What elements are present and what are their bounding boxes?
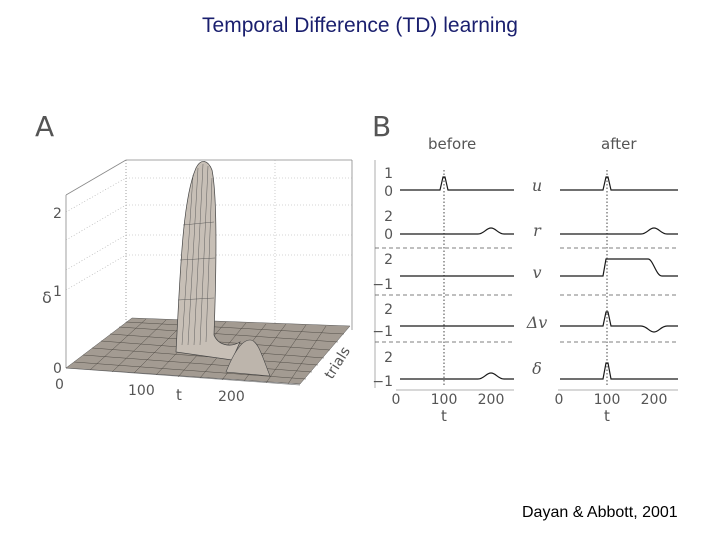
panel-a-spike-mesh [177,163,216,346]
panel-a-surface-mesh [73,318,345,385]
panel-b-before-x-tick: 0 [392,392,401,408]
panel-b-label: B [372,110,391,143]
panel-a-z-tick: 1 [53,284,62,300]
panel-b-column-before: before [428,135,476,153]
panel-a-z-tick: 0 [53,361,62,377]
panel-b-after-x-tick: 0 [555,392,564,408]
panel-b-dv-tick: 2 [384,302,393,318]
panel-b-row-label-dv: Δv [526,313,548,332]
panel-b-after-x-label: t [604,407,610,425]
trace-after-dv [560,311,678,333]
panel-b-after-x-tick: 200 [641,392,668,408]
panel-a-z-tick: 2 [53,206,62,222]
panel-a-label: A [35,110,54,143]
panel-b-dv-tick: −1 [372,324,393,340]
panel-a-z-axis-label: δ [42,288,52,307]
panel-a-bump [225,339,271,377]
slide-title: Temporal Difference (TD) learning [202,14,518,37]
trace-after-r [560,227,678,235]
trace-before-delta [400,372,514,380]
panel-b-delta-tick: 2 [384,350,393,366]
panel-b-column-after: after [601,135,637,153]
panel-b-r-tick: 2 [384,209,393,225]
citation: Dayan & Abbott, 2001 [522,504,678,521]
panel-b-u-tick: 1 [384,166,393,182]
panel-b-row-label-r: r [533,221,542,240]
panel-b-before-x-tick: 100 [431,392,458,408]
trace-after-v [560,258,678,277]
panel-b-v-tick: −1 [372,277,393,293]
panel-a-t-tick: 100 [128,383,155,399]
panel-b-row-separators [375,247,678,343]
panel-a-t-axis-label: t [176,386,182,404]
panel-b-row-label-u: u [532,176,542,195]
panel-a-t-tick: 200 [218,389,245,405]
panel-b-r-tick: 0 [384,227,393,243]
trace-before-r [400,227,514,235]
panel-a-spike [175,161,241,361]
panel-a: A [35,110,354,405]
trace-after-u [560,176,678,191]
panel-b-delta-tick: −1 [372,374,393,390]
panel-b-before-x-tick: 200 [478,392,505,408]
panel-b-after-x-tick: 100 [594,392,621,408]
trace-before-u [400,176,514,191]
panel-b-before-x-label: t [441,407,447,425]
panel-b-row-label-delta: δ [532,359,542,378]
trace-after-delta [560,362,678,380]
panel-b-v-tick: 2 [384,252,393,268]
panel-a-t-tick: 0 [55,377,64,393]
panel-b: B before after 1 0 2 0 2 −1 2 −1 2 −1 [372,110,678,425]
panel-b-row-label-v: v [532,263,541,282]
panel-b-u-tick: 0 [384,184,393,200]
